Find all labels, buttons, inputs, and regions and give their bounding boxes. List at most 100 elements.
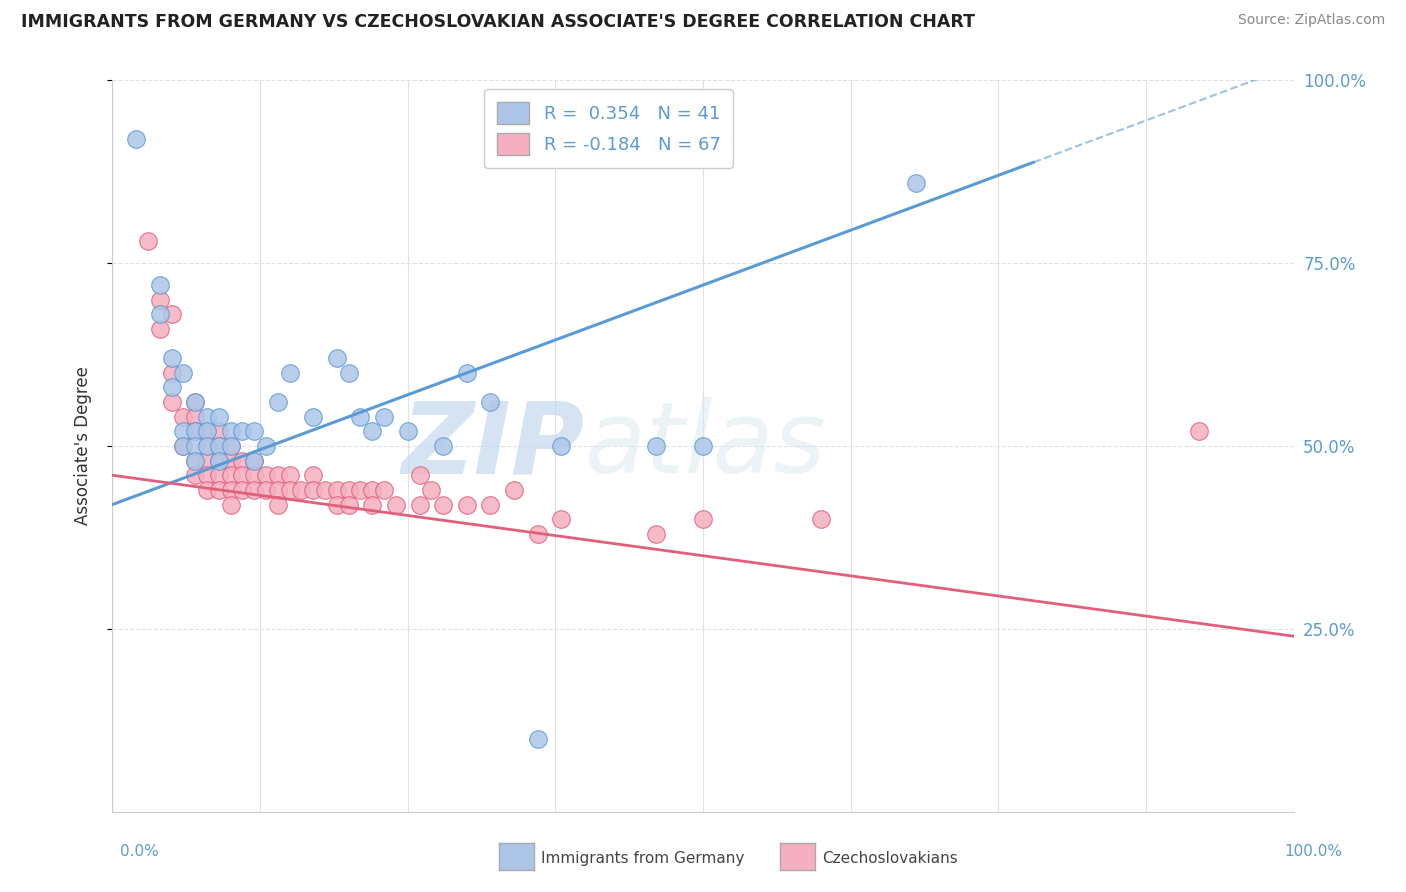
Point xyxy=(149,293,172,307)
Point xyxy=(231,483,253,497)
Point xyxy=(314,483,336,497)
Point xyxy=(810,512,832,526)
Point xyxy=(184,425,207,439)
Text: atlas: atlas xyxy=(585,398,827,494)
Point xyxy=(195,453,218,467)
Point xyxy=(172,366,194,380)
Point xyxy=(278,468,301,483)
Point xyxy=(231,453,253,467)
Point xyxy=(195,468,218,483)
Point xyxy=(208,483,231,497)
Point xyxy=(267,483,290,497)
Point xyxy=(503,483,526,497)
Point xyxy=(208,468,231,483)
Point xyxy=(526,731,548,746)
Point xyxy=(172,439,194,453)
Point xyxy=(160,366,183,380)
Point xyxy=(337,498,360,512)
Point xyxy=(904,176,927,190)
Point xyxy=(550,512,572,526)
Point xyxy=(243,468,266,483)
Point xyxy=(373,409,395,424)
Point xyxy=(219,425,242,439)
Point xyxy=(160,351,183,366)
Point xyxy=(432,439,454,453)
Point xyxy=(195,483,218,497)
Point xyxy=(184,425,207,439)
Point xyxy=(267,498,290,512)
Point xyxy=(208,409,231,424)
Point xyxy=(302,468,325,483)
Point xyxy=(195,425,218,439)
Point xyxy=(184,409,207,424)
Point xyxy=(456,366,478,380)
Point xyxy=(184,453,207,467)
Point xyxy=(219,439,242,453)
Point xyxy=(243,453,266,467)
Point xyxy=(326,498,349,512)
Point xyxy=(184,439,207,453)
Text: Immigrants from Germany: Immigrants from Germany xyxy=(541,851,745,865)
Point xyxy=(692,439,714,453)
Point xyxy=(243,483,266,497)
Point xyxy=(254,468,277,483)
Point xyxy=(267,395,290,409)
Text: IMMIGRANTS FROM GERMANY VS CZECHOSLOVAKIAN ASSOCIATE'S DEGREE CORRELATION CHART: IMMIGRANTS FROM GERMANY VS CZECHOSLOVAKI… xyxy=(21,13,976,31)
Point xyxy=(267,468,290,483)
Point xyxy=(208,425,231,439)
Text: 100.0%: 100.0% xyxy=(1285,845,1343,859)
Point xyxy=(219,453,242,467)
Point xyxy=(243,425,266,439)
Point xyxy=(243,453,266,467)
Point xyxy=(172,425,194,439)
Point xyxy=(361,498,384,512)
Point xyxy=(526,526,548,541)
Point xyxy=(290,483,312,497)
Text: ZIP: ZIP xyxy=(402,398,585,494)
Text: Source: ZipAtlas.com: Source: ZipAtlas.com xyxy=(1237,13,1385,28)
Point xyxy=(396,425,419,439)
Text: 0.0%: 0.0% xyxy=(120,845,159,859)
Point xyxy=(208,439,231,453)
Point xyxy=(149,322,172,336)
Point xyxy=(644,526,666,541)
Point xyxy=(219,439,242,453)
Point xyxy=(373,483,395,497)
Point xyxy=(349,409,371,424)
Point xyxy=(208,453,231,467)
Point xyxy=(184,453,207,467)
Point xyxy=(456,498,478,512)
Point xyxy=(136,234,159,248)
Point xyxy=(184,395,207,409)
Point xyxy=(361,425,384,439)
Point xyxy=(160,307,183,321)
Point xyxy=(125,132,148,146)
Point xyxy=(208,453,231,467)
Point xyxy=(195,439,218,453)
Point xyxy=(337,483,360,497)
Point xyxy=(692,512,714,526)
Point xyxy=(254,439,277,453)
Point xyxy=(326,483,349,497)
Point xyxy=(408,498,430,512)
Point xyxy=(219,498,242,512)
Point xyxy=(385,498,408,512)
Point xyxy=(278,483,301,497)
Point xyxy=(349,483,371,497)
Point xyxy=(160,380,183,394)
Point xyxy=(254,483,277,497)
Text: Czechoslovakians: Czechoslovakians xyxy=(823,851,959,865)
Point xyxy=(326,351,349,366)
Point xyxy=(231,425,253,439)
Point xyxy=(160,395,183,409)
Point xyxy=(550,439,572,453)
Point xyxy=(432,498,454,512)
Point xyxy=(172,439,194,453)
Point xyxy=(479,395,502,409)
Point xyxy=(644,439,666,453)
Point xyxy=(361,483,384,497)
Y-axis label: Associate's Degree: Associate's Degree xyxy=(73,367,91,525)
Point xyxy=(184,468,207,483)
Point xyxy=(420,483,443,497)
Legend: R =  0.354   N = 41, R = -0.184   N = 67: R = 0.354 N = 41, R = -0.184 N = 67 xyxy=(484,89,733,168)
